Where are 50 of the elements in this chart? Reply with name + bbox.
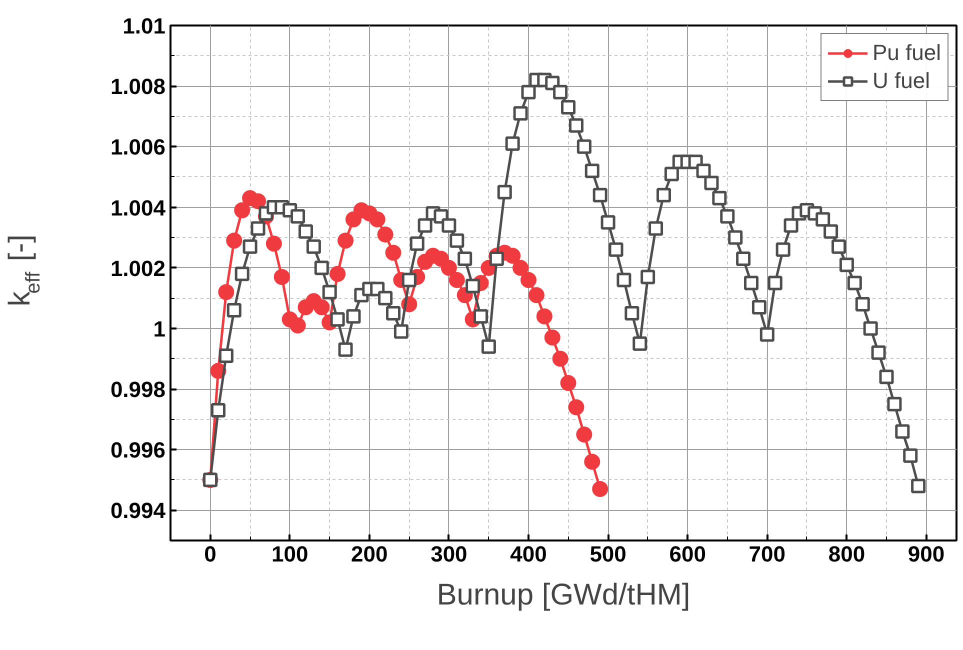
- y-tick-label: 0.996: [110, 438, 166, 463]
- point: [544, 330, 560, 346]
- point: [314, 299, 330, 316]
- point: [584, 454, 600, 470]
- x-axis-title: Burnup [GWd/tHM]: [436, 578, 690, 612]
- point: [592, 481, 608, 497]
- legend-label: U fuel: [872, 68, 930, 94]
- y-tick-label: 1.002: [110, 256, 166, 281]
- point: [218, 284, 234, 300]
- x-tick-label: 200: [351, 542, 388, 566]
- point: [226, 232, 242, 249]
- point: [266, 236, 282, 252]
- point: [512, 260, 529, 276]
- y-tick-label: 0.994: [110, 498, 166, 524]
- point: [250, 193, 266, 210]
- point: [568, 399, 584, 416]
- point: [369, 211, 386, 228]
- point: [528, 287, 544, 304]
- y-axis-title: keff [-]: [4, 234, 44, 306]
- y-tick-label: 1: [153, 316, 166, 342]
- y-tick-label: 1.008: [110, 74, 166, 100]
- x-tick-label: 400: [510, 542, 547, 566]
- legend-label: Pu fuel: [872, 40, 941, 66]
- point: [504, 248, 521, 264]
- point: [385, 244, 402, 261]
- x-tick-label: 300: [430, 542, 468, 566]
- x-tick-label: 700: [748, 542, 786, 566]
- point: [234, 202, 250, 218]
- point: [552, 350, 568, 367]
- x-tick-label: 100: [271, 542, 308, 566]
- y-tick-label: 1.006: [110, 134, 166, 160]
- point: [274, 268, 290, 285]
- y-tick-label: 1.004: [110, 195, 166, 220]
- point: [576, 426, 592, 442]
- x-tick-label: 800: [828, 542, 866, 566]
- point: [448, 272, 465, 288]
- point: [536, 308, 552, 324]
- point: [330, 266, 346, 282]
- x-tick-label: 500: [590, 542, 626, 566]
- point: [560, 374, 576, 391]
- point: [290, 317, 306, 334]
- y-tick-label: 0.998: [110, 377, 166, 402]
- x-tick-label: 600: [669, 542, 706, 566]
- x-tick-label: 900: [908, 542, 945, 566]
- y-tick-label: 1.01: [122, 14, 166, 38]
- x-tick-label: 0: [204, 542, 216, 566]
- point: [520, 272, 536, 288]
- point: [338, 232, 354, 249]
- point: [440, 260, 457, 276]
- point: [377, 226, 394, 243]
